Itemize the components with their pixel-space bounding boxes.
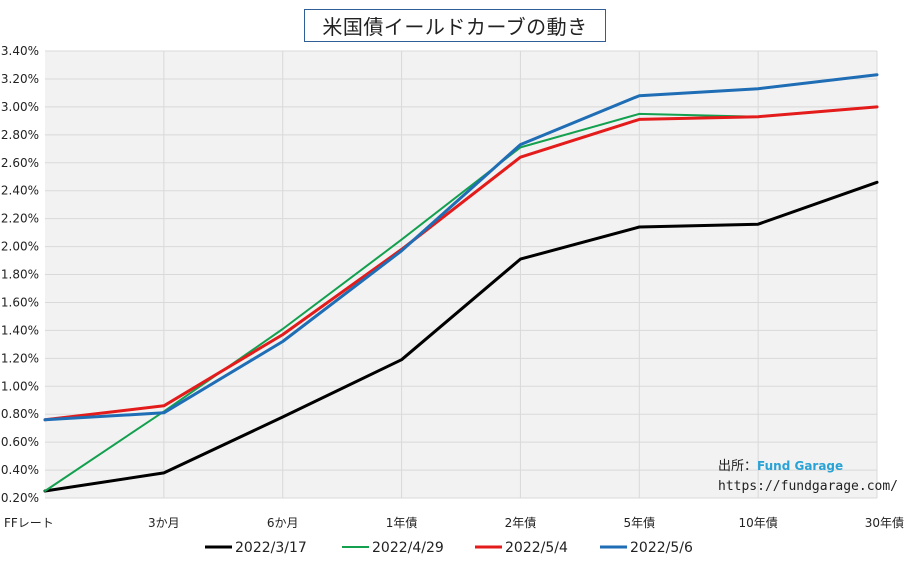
source-url: https://fundgarage.com/: [718, 479, 899, 494]
y-tick-label: 1.40%: [1, 323, 39, 337]
y-tick-label: 1.80%: [1, 268, 39, 282]
source-brand: Fund Garage: [757, 459, 844, 473]
legend-label: 2022/5/4: [505, 540, 568, 556]
y-tick-label: 1.20%: [1, 351, 39, 365]
y-tick-label: 1.00%: [1, 379, 39, 393]
y-tick-label: 3.20%: [1, 72, 39, 86]
y-tick-label: 0.40%: [1, 463, 39, 477]
x-tick-label: 5年債: [623, 515, 655, 530]
legend-label: 2022/3/17: [235, 540, 307, 556]
x-tick-label: 3か月: [148, 516, 180, 530]
x-tick-label: 6か月: [267, 516, 299, 530]
y-tick-label: 3.00%: [1, 100, 39, 114]
y-tick-label: 2.60%: [1, 156, 39, 170]
chart-title: 米国債イールドカーブの動き: [304, 9, 606, 42]
x-tick-label: 10年債: [739, 515, 778, 530]
legend-label: 2022/4/29: [372, 540, 444, 556]
series-line: [43, 180, 879, 493]
y-tick-label: 3.40%: [1, 44, 39, 58]
y-tick-label: 2.20%: [1, 212, 39, 226]
x-tick-label: 30年債: [865, 515, 904, 530]
y-tick-label: 0.20%: [1, 491, 39, 505]
y-tick-label: 2.40%: [1, 184, 39, 198]
source-label: 出所：: [718, 459, 758, 474]
source-line: 出所：Fund Garage: [718, 455, 843, 474]
y-tick-label: 0.60%: [1, 435, 39, 449]
y-tick-label: 2.00%: [1, 240, 39, 254]
y-tick-label: 2.80%: [1, 128, 39, 142]
x-tick-label: FFレート: [4, 516, 54, 530]
legend-label: 2022/5/6: [630, 540, 693, 556]
series-line: [43, 73, 879, 422]
y-tick-label: 1.60%: [1, 295, 39, 309]
series-line: [43, 105, 879, 422]
x-tick-label: 2年債: [505, 515, 537, 530]
y-tick-label: 0.80%: [1, 407, 39, 421]
x-tick-label: 1年債: [386, 515, 418, 530]
